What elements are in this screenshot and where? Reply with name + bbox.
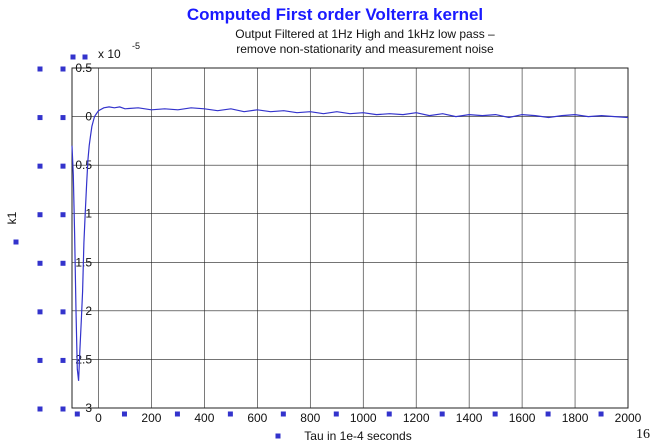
x-bullet-marker xyxy=(280,411,286,417)
x-bullet-marker xyxy=(333,411,339,417)
x-tick-label: 2000 xyxy=(615,411,642,425)
y-bullet-marker xyxy=(37,115,43,121)
marker-layer xyxy=(13,54,604,439)
x-bullet-marker xyxy=(121,411,127,417)
series-line-k1 xyxy=(71,106,629,381)
x-tick-label: 1600 xyxy=(509,411,536,425)
y-bullet-marker xyxy=(37,406,43,412)
y-tick-label: 2.5 xyxy=(75,352,92,366)
y-bullet-marker xyxy=(60,115,66,121)
tick-layer: 0 200 400 600 800 1000 1200 1400 1600 1800 2000 0.5… xyxy=(75,61,641,425)
y-bullet-marker xyxy=(37,309,43,315)
subtitle-line-2: remove non-stationarity and measurement … xyxy=(236,42,494,56)
grid-layer xyxy=(72,67,629,409)
y-multiplier-label: x 10 xyxy=(98,47,121,61)
y-bullet-marker xyxy=(37,260,43,266)
xlabel-bullet-marker xyxy=(275,433,281,439)
y-bullet-marker xyxy=(60,260,66,266)
x-bullet-marker xyxy=(439,411,445,417)
x-bullet-marker xyxy=(598,411,604,417)
header-bullet-marker xyxy=(82,54,88,60)
x-bullet-marker xyxy=(74,411,80,417)
x-bullet-marker xyxy=(386,411,392,417)
x-axis-label: Tau in 1e-4 seconds xyxy=(304,429,411,443)
y-tick-label: 2 xyxy=(85,304,92,318)
chart-subtitle: Output Filtered at 1Hz High and 1kHz low… xyxy=(200,27,530,57)
y-bullet-marker xyxy=(37,66,43,72)
y-bullet-marker xyxy=(60,163,66,169)
x-tick-label: 1400 xyxy=(456,411,483,425)
ylabel-bullet-marker xyxy=(13,239,19,245)
x-tick-label: 1200 xyxy=(403,411,430,425)
x-tick-label: 1000 xyxy=(350,411,377,425)
x-tick-label: 400 xyxy=(194,411,214,425)
x-bullet-marker xyxy=(227,411,233,417)
chart-title: Computed First order Volterra kernel xyxy=(186,5,484,24)
y-multiplier-exponent: -5 xyxy=(132,41,140,51)
y-bullet-marker xyxy=(37,163,43,169)
y-tick-label: 0 xyxy=(85,110,92,124)
y-bullet-marker xyxy=(37,357,43,363)
header-bullet-marker xyxy=(70,54,76,60)
x-bullet-marker xyxy=(174,411,180,417)
plot-frame xyxy=(71,67,629,409)
x-tick-label: 0 xyxy=(95,411,102,425)
subtitle-line-1: Output Filtered at 1Hz High and 1kHz low… xyxy=(235,27,495,41)
y-tick-label: 0.5 xyxy=(75,61,92,75)
x-bullet-marker xyxy=(545,411,551,417)
y-bullet-marker xyxy=(60,309,66,315)
y-bullet-marker xyxy=(60,66,66,72)
y-bullet-marker xyxy=(37,212,43,218)
x-tick-label: 600 xyxy=(247,411,267,425)
x-bullet-marker xyxy=(492,411,498,417)
slide-number: 16 xyxy=(636,427,650,442)
x-tick-label: 800 xyxy=(300,411,320,425)
x-tick-label: 200 xyxy=(141,411,161,425)
y-bullet-marker xyxy=(60,212,66,218)
y-tick-label: 3 xyxy=(85,401,92,415)
y-tick-label: 1 xyxy=(85,207,92,221)
y-axis-label: k1 xyxy=(5,211,19,224)
y-bullet-marker xyxy=(60,406,66,412)
x-tick-label: 1800 xyxy=(562,411,589,425)
y-tick-label: 0.5 xyxy=(75,158,92,172)
y-bullet-marker xyxy=(60,357,66,363)
